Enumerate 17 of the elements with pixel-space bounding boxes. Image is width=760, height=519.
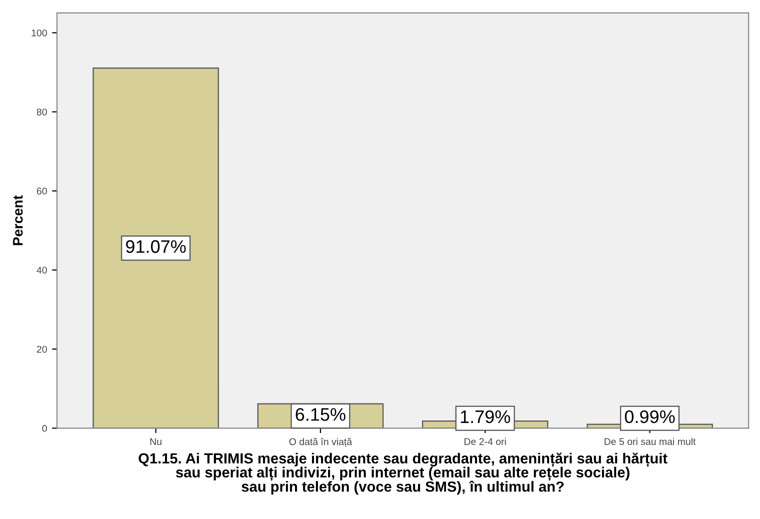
x-tick-label: De 5 ori sau mai mult [604, 438, 696, 446]
data-label: 91.07% [126, 240, 186, 253]
x-tick-label: Nu [150, 438, 162, 446]
data-label: 1.79% [460, 410, 510, 424]
y-tick-label: 60 [36, 188, 47, 195]
x-axis-title: Q1.15. Ai TRIMIS mesaje indecente sau degradante, amenințări sau ai hărțuit sau speriat alți indivizi, prin internet (email sau alte rețele sociale) sau prin telefon (voce sau SMS), în ultimul an? [138, 452, 668, 495]
y-tick-label: 20 [36, 346, 47, 353]
y-axis-title: Percent [13, 195, 23, 246]
bar [92, 68, 219, 428]
x-tick-label: De 2-4 ori [464, 438, 506, 446]
data-label: 0.99% [624, 410, 675, 424]
y-tick-label: 40 [36, 266, 47, 274]
y-tick-label: 100 [32, 29, 47, 36]
y-tick-label: 80 [36, 108, 47, 116]
x-tick-label: O dată în viață [289, 438, 352, 448]
data-label: 6.15% [296, 408, 346, 421]
y-tick-label: 0 [42, 424, 47, 432]
